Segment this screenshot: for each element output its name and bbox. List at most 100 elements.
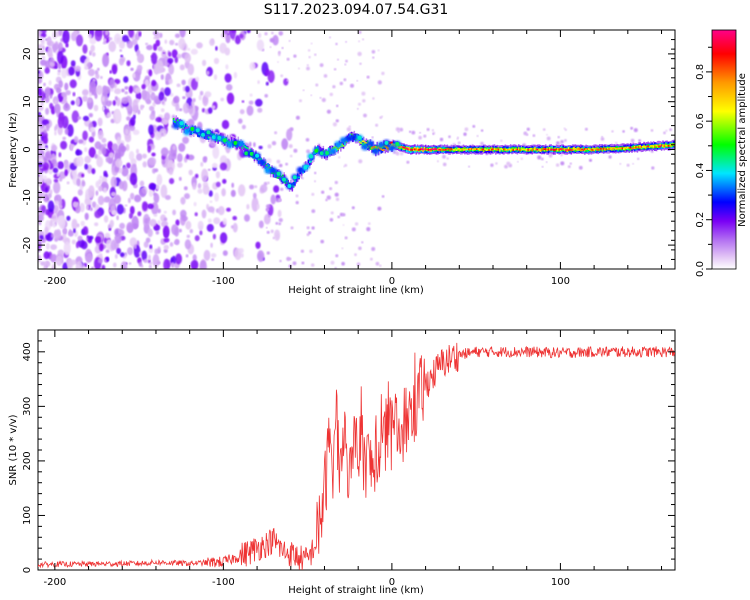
ridge-cell <box>558 148 560 151</box>
ridge-blob <box>395 142 400 146</box>
ridge-cell <box>380 148 382 151</box>
ridge-cell <box>547 148 550 151</box>
noise-blob <box>128 262 132 265</box>
y-tick-label: -10 <box>22 189 33 205</box>
noise-blob <box>213 217 221 225</box>
chart-title: S117.2023.094.07.54.G31 <box>264 2 449 18</box>
noise-blob <box>202 185 210 195</box>
ridge-cell <box>664 144 667 147</box>
noise-blob <box>278 222 282 226</box>
noise-blob <box>362 99 366 103</box>
noise-blob <box>149 244 153 249</box>
y-tick-label: 20 <box>22 48 33 61</box>
noise-blob <box>309 249 313 253</box>
noise-blob <box>337 215 341 219</box>
noise-blob <box>121 88 125 93</box>
noise-blob <box>94 141 102 150</box>
noise-blob <box>357 51 362 57</box>
noise-blob <box>310 42 313 45</box>
noise-blob <box>101 137 107 143</box>
noise-blob <box>161 132 164 136</box>
noise-blob <box>248 141 252 147</box>
noise-blob <box>87 164 93 174</box>
ridge-cell <box>416 147 419 151</box>
ridge-cell <box>639 145 641 148</box>
ridge-cell <box>364 141 366 144</box>
noise-blob <box>589 158 592 162</box>
ridge-cell <box>407 148 409 151</box>
noise-blob <box>379 264 382 267</box>
noise-blob <box>537 155 542 160</box>
noise-blob <box>192 182 197 190</box>
ridge-cell <box>342 144 345 147</box>
noise-blob <box>178 176 182 181</box>
noise-blob <box>285 162 288 166</box>
noise-blob <box>164 195 171 200</box>
noise-blob <box>308 56 311 59</box>
noise-blob <box>119 252 125 257</box>
ridge-cell <box>602 147 605 150</box>
noise-blob <box>335 42 338 46</box>
ridge-cell <box>488 149 490 151</box>
noise-blob <box>146 44 153 51</box>
noise-blob <box>102 53 110 67</box>
noise-blob <box>94 236 102 244</box>
noise-blob <box>124 134 132 143</box>
ridge-cell <box>358 141 361 143</box>
colorbar-gradient <box>711 29 737 270</box>
noise-blob <box>298 67 300 70</box>
noise-blob <box>406 160 410 164</box>
ridge-cell <box>419 148 422 151</box>
noise-blob <box>92 52 96 57</box>
noise-blob <box>209 200 213 203</box>
ridge-cell <box>372 141 374 151</box>
noise-blob <box>293 148 298 153</box>
ridge-cell <box>528 148 531 151</box>
ridge-cell <box>493 148 496 150</box>
ridge-cell <box>633 147 636 149</box>
noise-blob <box>57 72 61 76</box>
noise-blob <box>125 143 130 152</box>
colorbar-tick-label: 0.6 <box>695 113 706 129</box>
ridge-cell <box>460 149 462 151</box>
ridge-cell <box>434 148 436 150</box>
noise-blob <box>311 192 315 196</box>
ridge-cell <box>253 157 256 160</box>
noise-blob <box>130 116 136 126</box>
x-tick-label: -100 <box>212 577 235 588</box>
noise-blob <box>345 59 348 63</box>
noise-blob <box>133 184 138 189</box>
noise-blob <box>110 176 118 188</box>
noise-blob <box>162 52 166 54</box>
noise-blob <box>70 60 76 67</box>
noise-blob <box>197 220 204 231</box>
noise-blob <box>342 224 345 226</box>
ridge-cell <box>449 149 451 151</box>
ridge-cell <box>443 149 446 151</box>
noise-blob <box>315 83 319 87</box>
ridge-cell <box>249 149 252 151</box>
ridge-cell <box>377 146 380 149</box>
noise-blob <box>456 137 459 140</box>
ridge-cell <box>273 174 276 178</box>
noise-blob <box>375 123 379 127</box>
noise-blob <box>51 159 57 164</box>
ridge-cell <box>504 149 507 151</box>
noise-blob <box>232 215 237 221</box>
ridge-cell <box>524 148 527 151</box>
ridge-cell <box>455 149 458 151</box>
ridge-cell <box>190 131 192 135</box>
ridge-cell <box>476 148 478 150</box>
noise-blob <box>163 237 170 243</box>
noise-blob <box>149 183 157 190</box>
ridge-cell <box>642 145 644 150</box>
ridge-blob <box>296 166 304 174</box>
noise-blob <box>82 130 88 141</box>
ridge-cell <box>491 148 493 151</box>
noise-blob <box>118 57 125 66</box>
ridge-cell <box>268 164 271 169</box>
noise-blob <box>38 77 43 84</box>
snr-x-axis: -200 -100 0 100 <box>44 330 663 588</box>
noise-blob <box>206 70 210 76</box>
ridge-cell <box>621 147 624 150</box>
